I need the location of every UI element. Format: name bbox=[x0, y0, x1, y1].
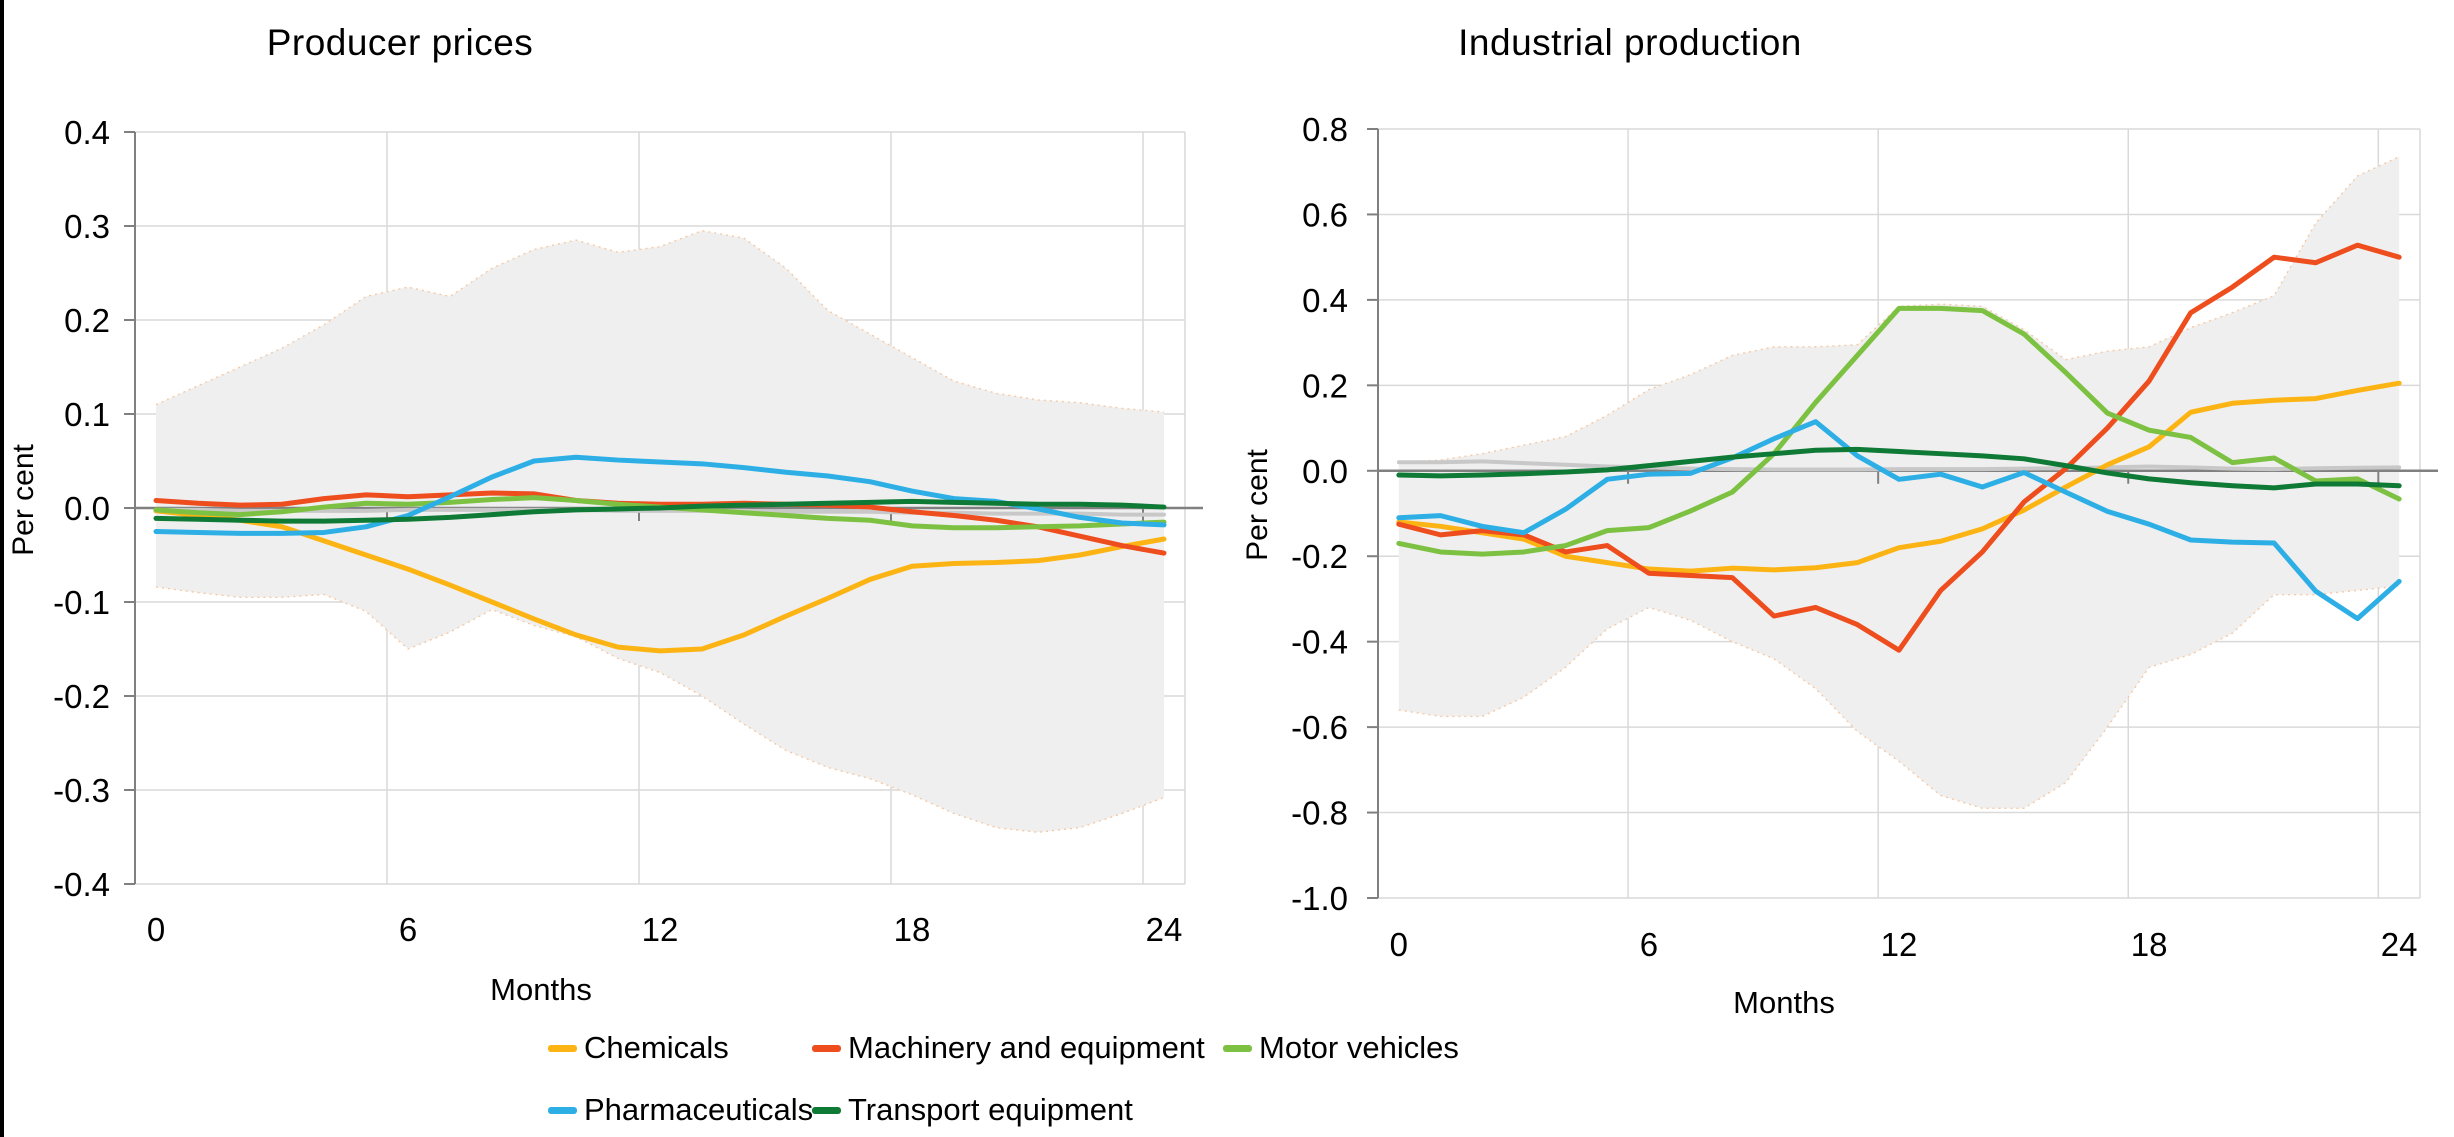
y-tick-label: 0.4 bbox=[64, 114, 110, 151]
legend-item-chemicals: Chemicals bbox=[548, 1030, 729, 1066]
y-tick-label: -0.3 bbox=[53, 772, 110, 809]
series-line-chemicals bbox=[153, 508, 1167, 654]
y-tick-label: -0.4 bbox=[53, 866, 110, 903]
x-tick-label: 18 bbox=[2131, 926, 2168, 963]
y-tick-label: 0.6 bbox=[1302, 196, 1348, 233]
chart-title-industrial-production: Industrial production bbox=[1458, 22, 1802, 63]
legend-item-pharmaceuticals: Pharmaceuticals bbox=[548, 1092, 813, 1128]
series-line-motor-vehicles bbox=[1396, 305, 2402, 557]
x-tick-label: 24 bbox=[1146, 911, 1183, 948]
x-tick-label: 24 bbox=[2381, 926, 2418, 963]
legend-swatch bbox=[812, 1106, 841, 1114]
y-tick-label: 0.3 bbox=[64, 208, 110, 245]
confidence-band-top-edge bbox=[155, 229, 1165, 413]
legend-item-motor-vehicles: Motor vehicles bbox=[1223, 1030, 1459, 1066]
x-tick-label: 0 bbox=[1390, 926, 1408, 963]
y-tick-label: 0.2 bbox=[1302, 367, 1348, 404]
x-tick-label: 6 bbox=[1640, 926, 1658, 963]
y-tick-label: -0.6 bbox=[1291, 709, 1348, 746]
legend-label: Motor vehicles bbox=[1259, 1030, 1459, 1065]
y-tick-label: -0.1 bbox=[53, 584, 110, 621]
y-tick-label: 0.0 bbox=[1302, 453, 1348, 490]
y-tick-label: 0.4 bbox=[1302, 282, 1348, 319]
y-axis-title-right: Per cent bbox=[1241, 449, 1274, 561]
series-line-machinery-and-equipment bbox=[1396, 242, 2402, 653]
x-tick-label: 0 bbox=[147, 911, 165, 948]
y-tick-label: 0.0 bbox=[64, 490, 110, 527]
x-tick-label: 12 bbox=[642, 911, 679, 948]
confidence-band-bottom-edge bbox=[155, 586, 1165, 834]
chart-title-producer-prices: Producer prices bbox=[266, 22, 534, 63]
confidence-band bbox=[1398, 156, 2400, 809]
legend-swatch bbox=[1223, 1044, 1252, 1052]
series-line-transport-equipment bbox=[153, 498, 1167, 524]
legend-label: Chemicals bbox=[584, 1030, 729, 1065]
confidence-band-bottom-edge bbox=[1398, 585, 2400, 809]
series-line-chemicals bbox=[1396, 380, 2402, 574]
y-tick-label: -1.0 bbox=[1291, 880, 1348, 917]
x-tick-label: 18 bbox=[894, 911, 931, 948]
x-axis-title-right: Months bbox=[1733, 985, 1835, 1020]
x-tick-label: 6 bbox=[399, 911, 417, 948]
legend-label: Machinery and equipment bbox=[848, 1030, 1205, 1065]
y-tick-label: 0.1 bbox=[64, 396, 110, 433]
figure-left-border bbox=[0, 0, 4, 1137]
y-tick-label: -0.2 bbox=[1291, 538, 1348, 575]
industrial-production-chart: 0.8 0.6 0.4 0.2 0.0 -0.2 -0.4 -0.6 -0.8 -1.0 0 6 12 1… bbox=[1291, 111, 2438, 963]
y-tick-label: 0.2 bbox=[64, 302, 110, 339]
legend-swatch bbox=[812, 1044, 841, 1052]
series-line-aggregate bbox=[154, 507, 1166, 517]
legend-label: Transport equipment bbox=[848, 1092, 1133, 1127]
legend-item-machinery-and-equipment: Machinery and equipment bbox=[812, 1030, 1205, 1066]
y-tick-label: 0.8 bbox=[1302, 111, 1348, 148]
series-line-machinery-and-equipment bbox=[153, 490, 1167, 556]
y-tick-label: -0.8 bbox=[1291, 795, 1348, 832]
confidence-band-top-edge bbox=[1398, 156, 2400, 463]
legend-item-transport-equipment: Transport equipment bbox=[812, 1092, 1133, 1128]
confidence-band bbox=[156, 230, 1164, 833]
producer-prices-chart: 0.4 0.3 0.2 0.1 0.0 -0.1 -0.2 -0.3 -0.4 0 6 12 18 24 bbox=[53, 114, 1203, 948]
legend-swatch bbox=[548, 1106, 577, 1114]
x-axis-title-left: Months bbox=[490, 972, 592, 1007]
series-line-transport-equipment bbox=[1396, 446, 2402, 491]
y-tick-label: -0.4 bbox=[1291, 624, 1348, 661]
legend-label: Pharmaceuticals bbox=[584, 1092, 814, 1127]
y-axis-title-left: Per cent bbox=[7, 444, 40, 556]
series-line-pharmaceuticals bbox=[1396, 419, 2402, 622]
x-tick-label: 12 bbox=[1881, 926, 1918, 963]
series-line-aggregate bbox=[1396, 459, 2402, 472]
legend-swatch bbox=[548, 1044, 577, 1052]
y-tick-label: -0.2 bbox=[53, 678, 110, 715]
